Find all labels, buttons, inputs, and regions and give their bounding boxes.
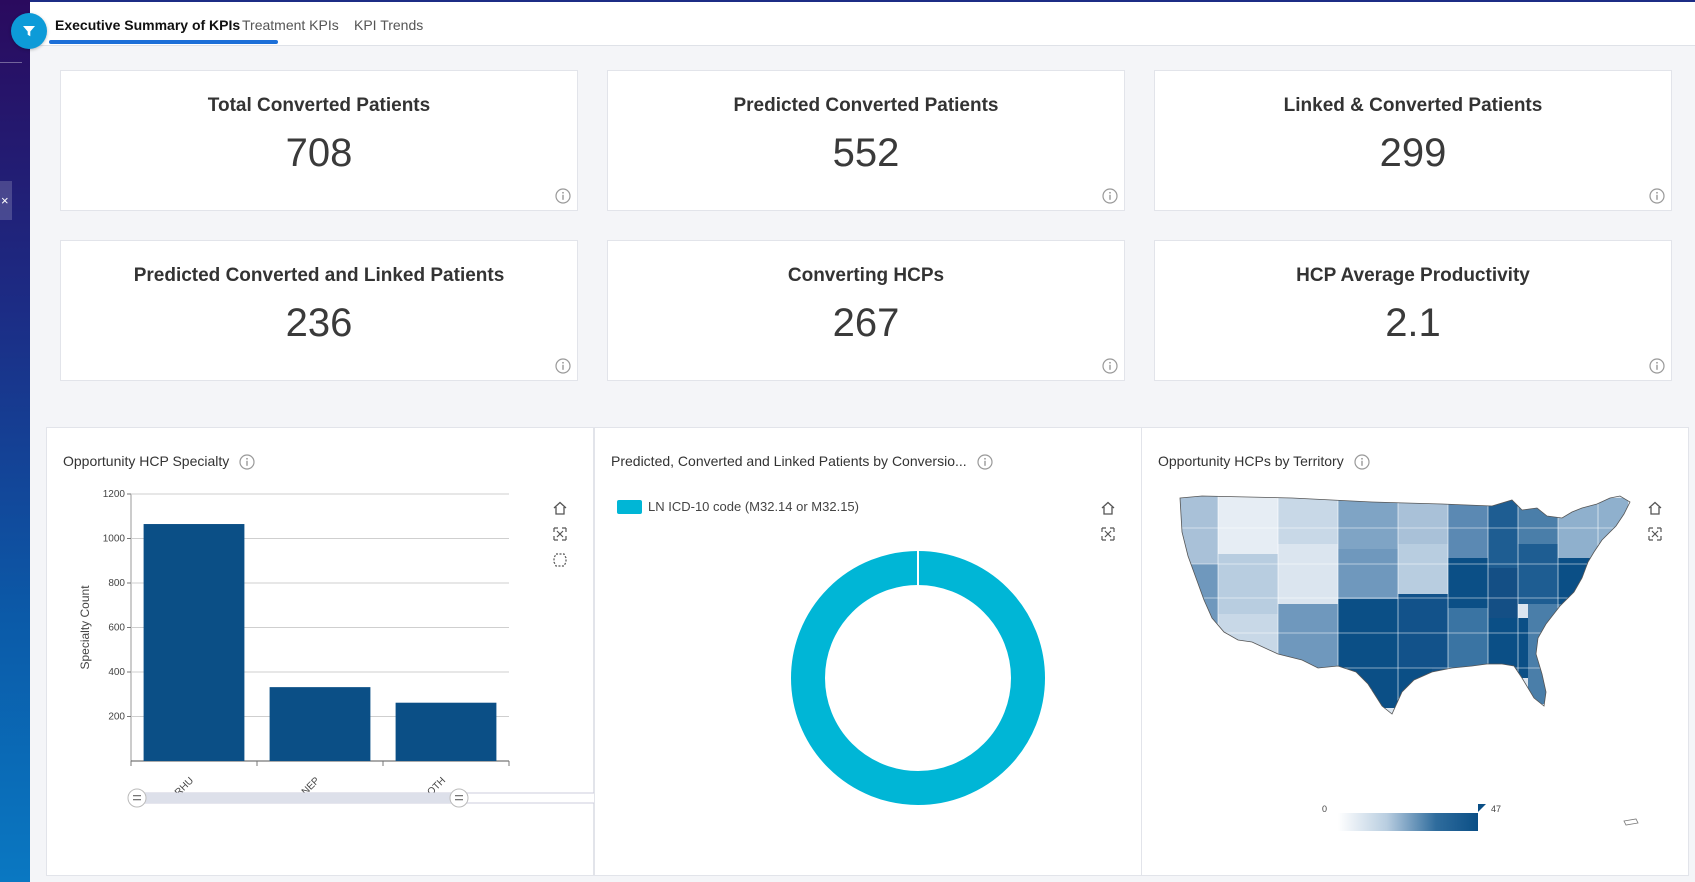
color-scale-bar bbox=[1338, 813, 1478, 831]
lasso-select-icon[interactable] bbox=[552, 552, 568, 568]
kpi-value: 299 bbox=[1379, 131, 1447, 175]
kpi-card-linked-converted: Linked & Converted Patients 299 bbox=[1154, 70, 1672, 211]
zoom-icon[interactable] bbox=[1100, 526, 1116, 542]
bar-nep[interactable] bbox=[269, 687, 371, 761]
chart-legend[interactable]: LN ICD-10 code (M32.14 or M32.15) bbox=[617, 499, 859, 514]
kpi-title: Predicted Converted Patients bbox=[733, 95, 999, 116]
y-tick-label: 400 bbox=[108, 667, 125, 678]
filter-button[interactable] bbox=[11, 13, 47, 49]
zoom-icon[interactable] bbox=[1647, 526, 1663, 542]
legend-label: LN ICD-10 code (M32.14 or M32.15) bbox=[648, 499, 859, 514]
territory-choropleth-map[interactable]: 0 47 bbox=[1142, 428, 1690, 877]
y-tick-label: 1000 bbox=[103, 534, 126, 545]
home-icon[interactable] bbox=[1647, 500, 1663, 516]
panel-title: Opportunity HCPs by Territory bbox=[1158, 453, 1370, 470]
kpi-title: Predicted Converted and Linked Patients bbox=[133, 265, 505, 286]
kpi-title: Linked & Converted Patients bbox=[1283, 95, 1543, 116]
active-tab-indicator bbox=[49, 40, 278, 44]
scale-min-label: 0 bbox=[1322, 804, 1327, 814]
info-icon[interactable] bbox=[1354, 454, 1370, 470]
panel-title: Predicted, Converted and Linked Patients… bbox=[611, 453, 993, 470]
kpi-value: 267 bbox=[832, 301, 900, 345]
home-icon[interactable] bbox=[1100, 500, 1116, 516]
map-outline bbox=[1179, 495, 1631, 715]
scale-max-marker bbox=[1478, 804, 1486, 812]
y-tick-label: 800 bbox=[108, 578, 125, 589]
info-icon[interactable] bbox=[555, 188, 571, 204]
close-panel-icon[interactable]: × bbox=[0, 181, 12, 220]
zoom-icon[interactable] bbox=[552, 526, 568, 542]
info-icon[interactable] bbox=[555, 358, 571, 374]
kpi-card-predicted-converted-linked: Predicted Converted and Linked Patients … bbox=[60, 240, 578, 381]
kpi-value: 708 bbox=[285, 131, 353, 175]
kpi-value: 236 bbox=[285, 301, 353, 345]
tab-kpi-trends[interactable]: KPI Trends bbox=[354, 17, 424, 33]
kpi-title: Total Converted Patients bbox=[207, 95, 431, 116]
kpi-value: 2.1 bbox=[1385, 301, 1441, 345]
kpi-value: 552 bbox=[832, 131, 900, 175]
info-icon[interactable] bbox=[1102, 358, 1118, 374]
panel-conversion-donut: Predicted, Converted and Linked Patients… bbox=[594, 427, 1142, 876]
y-axis-label: Specialty Count bbox=[78, 585, 92, 670]
left-rail: × bbox=[0, 0, 30, 882]
donut-chart bbox=[791, 550, 1045, 805]
range-slider-selection[interactable] bbox=[137, 793, 457, 803]
kpi-card-converting-hcps: Converting HCPs 267 bbox=[607, 240, 1125, 381]
donut-slice[interactable] bbox=[791, 551, 1045, 805]
info-icon[interactable] bbox=[977, 454, 993, 470]
panel-hcps-by-territory: Opportunity HCPs by Territory bbox=[1141, 427, 1689, 876]
bar-oth[interactable] bbox=[395, 702, 497, 761]
tab-treatment-kpis[interactable]: Treatment KPIs bbox=[242, 17, 339, 33]
panel-hcp-specialty: Opportunity HCP Specialty 200 400 600 800 10… bbox=[46, 427, 595, 876]
kpi-card-hcp-productivity: HCP Average Productivity 2.1 bbox=[1154, 240, 1672, 381]
panel-title-text: Predicted, Converted and Linked Patients… bbox=[611, 453, 967, 469]
rail-divider bbox=[0, 62, 22, 63]
info-icon[interactable] bbox=[239, 454, 255, 470]
tab-bar: Executive Summary of KPIs Treatment KPIs… bbox=[30, 0, 1695, 46]
legend-swatch bbox=[617, 499, 642, 514]
kpi-card-total-converted: Total Converted Patients 708 bbox=[60, 70, 578, 211]
kpi-card-predicted-converted: Predicted Converted Patients 552 bbox=[607, 70, 1125, 211]
scale-max-label: 47 bbox=[1491, 804, 1501, 814]
bar-rhu[interactable] bbox=[143, 524, 245, 761]
y-tick-label: 1200 bbox=[103, 489, 126, 500]
range-slider-handle-right[interactable] bbox=[449, 788, 469, 808]
kpi-title: Converting HCPs bbox=[787, 265, 945, 286]
map-borders bbox=[1180, 496, 1622, 714]
kpi-title: HCP Average Productivity bbox=[1296, 265, 1530, 286]
tab-executive-summary[interactable]: Executive Summary of KPIs bbox=[55, 17, 241, 33]
range-slider-handle-left[interactable] bbox=[127, 788, 147, 808]
info-icon[interactable] bbox=[1102, 188, 1118, 204]
map-regions[interactable] bbox=[1172, 488, 1642, 728]
panel-title-text: Opportunity HCP Specialty bbox=[63, 453, 230, 469]
tab-bar-topline bbox=[30, 0, 1695, 2]
info-icon[interactable] bbox=[1649, 358, 1665, 374]
y-tick-label: 200 bbox=[108, 712, 125, 723]
y-tick-label: 600 bbox=[108, 623, 125, 634]
filter-icon bbox=[23, 26, 35, 37]
home-icon[interactable] bbox=[552, 500, 568, 516]
puerto-rico-region[interactable] bbox=[1623, 818, 1639, 826]
panel-title-text: Opportunity HCPs by Territory bbox=[1158, 453, 1344, 469]
info-icon[interactable] bbox=[1649, 188, 1665, 204]
panel-title: Opportunity HCP Specialty bbox=[63, 453, 255, 470]
